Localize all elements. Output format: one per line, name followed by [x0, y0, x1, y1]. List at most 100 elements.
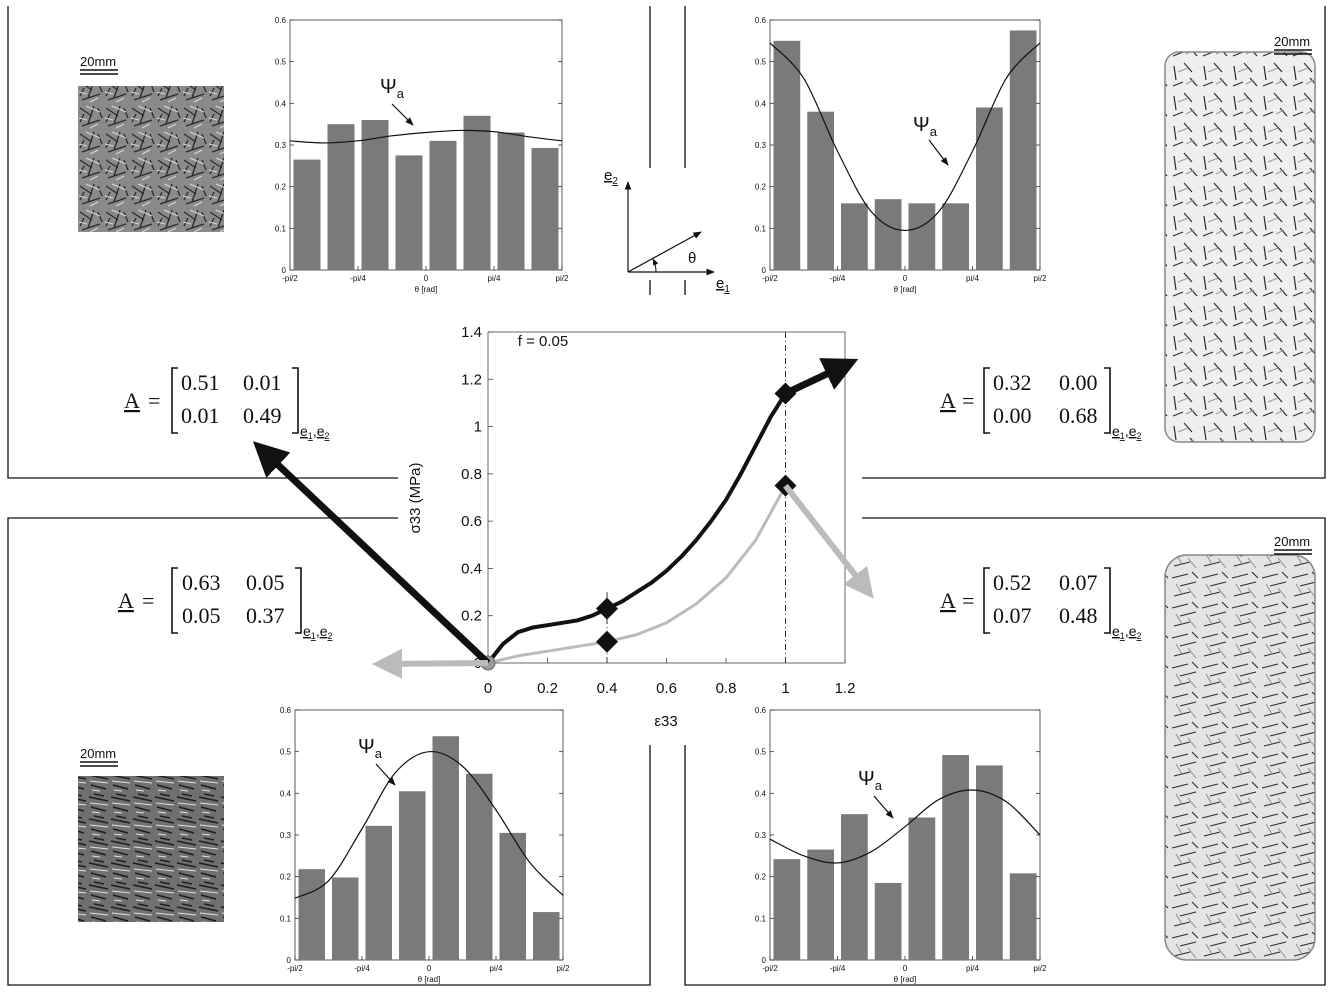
hist-bar: [332, 877, 359, 960]
hist-ytick-label: 0.3: [755, 141, 767, 150]
e2-label: e2: [604, 167, 618, 187]
series-lower: [487, 484, 787, 665]
hist-bar: [533, 912, 560, 960]
hist-bar: [908, 817, 936, 960]
svg-text:0.32: 0.32: [993, 370, 1032, 395]
hist-xtick-label: pi/4: [966, 964, 979, 973]
hist-bar: [908, 203, 936, 270]
stress-strain-chart: 00.20.40.60.811.200.20.40.60.811.21.4f =…: [252, 324, 874, 730]
hist-bar: [976, 765, 1003, 960]
svg-text:Ψa: Ψa: [358, 736, 383, 761]
hist-bar: [773, 40, 801, 271]
hist-xlabel: θ [rad]: [894, 975, 917, 984]
hist-xlabel: θ [rad]: [894, 285, 917, 294]
main-xtick-label: 0.6: [656, 680, 677, 697]
svg-text:0.01: 0.01: [243, 370, 282, 395]
main-ytick-label: 1.4: [461, 324, 482, 341]
sample-photo-top-left: [78, 86, 224, 232]
hist-ytick-label: 0.1: [275, 224, 287, 233]
hist-ytick-label: 0.2: [275, 183, 287, 192]
hist-bar: [942, 203, 969, 270]
hist-bar: [429, 140, 457, 270]
svg-text:0.07: 0.07: [993, 603, 1032, 628]
svg-text:A: A: [124, 388, 140, 413]
psi-pointer: [391, 103, 414, 126]
hist-ytick-label: 0.1: [755, 914, 767, 923]
svg-text:Ψa: Ψa: [380, 76, 405, 101]
svg-text:=: =: [148, 388, 160, 413]
hist-xtick-label: pi/2: [1034, 274, 1047, 283]
svg-text:A: A: [940, 588, 956, 613]
hist-ytick-label: 0.5: [275, 58, 287, 67]
orientation-tensors: A = 0.51 0.01 0.01 0.49 e1,e2 A = 0.32 0…: [118, 367, 1142, 641]
hist-ytick-label: 0.6: [755, 706, 767, 715]
hist-ytick-label: 0.5: [755, 748, 767, 757]
hist-ytick-label: 0.3: [275, 141, 287, 150]
orientation-fit-curve: [294, 750, 564, 899]
hist-ytick-label: 0.5: [280, 748, 292, 757]
histogram-bottom-left: 0 0.1 0.2 0.3 0.4 0.5 0.6 -pi/2 -pi/4 0 pi/4 pi/2 θ …: [280, 706, 570, 984]
psi-pointer: [873, 795, 894, 819]
main-ytick-label: 0.6: [461, 513, 482, 530]
hist-ytick-label: 0.2: [280, 873, 292, 882]
theta-arc: [652, 258, 659, 273]
tensor-top-right: A = 0.32 0.00 0.00 0.68 e1,e2: [940, 367, 1142, 441]
hist-bar: [942, 755, 969, 960]
main-ytick-label: 1: [474, 419, 482, 436]
scale-bar-top-left: 20mm: [80, 54, 118, 75]
hist-xtick-label: pi/2: [556, 274, 569, 283]
svg-text:=: =: [962, 388, 974, 413]
svg-text:0.01: 0.01: [181, 403, 220, 428]
hist-xtick-label: pi/4: [488, 274, 501, 283]
svg-text:0.00: 0.00: [1059, 370, 1098, 395]
svg-text:20mm: 20mm: [80, 746, 116, 761]
hist-xtick-label: -pi/2: [762, 274, 778, 283]
sample-photo-bottom-left: [78, 776, 224, 922]
hist-bar: [1009, 873, 1037, 960]
hist-ytick-label: 0.6: [755, 16, 767, 25]
frame-bottom-right: [684, 517, 1326, 986]
svg-text:0.48: 0.48: [1059, 603, 1098, 628]
state-marker: [596, 597, 618, 620]
hist-ytick-label: 0.4: [755, 99, 767, 108]
svg-text:0.63: 0.63: [182, 570, 221, 595]
svg-text:0.05: 0.05: [182, 603, 221, 628]
hist-bar: [399, 791, 426, 960]
main-xlabel: ε33: [654, 713, 677, 730]
hist-bar: [841, 814, 868, 960]
arrow-to-top-left: [252, 441, 491, 666]
scale-bar-top-right: 20mm: [1274, 34, 1312, 55]
panel-frames: [7, 6, 1326, 986]
main-xtick-label: 1: [781, 680, 789, 697]
svg-text:Ψa: Ψa: [858, 768, 883, 793]
hist-ytick-label: 0: [282, 266, 287, 275]
svg-text:e1,e2: e1,e2: [300, 423, 330, 441]
hist-xtick-label: -pi/4: [354, 964, 370, 973]
hist-xtick-label: 0: [903, 274, 908, 283]
svg-text:20mm: 20mm: [1274, 34, 1310, 49]
hist-ytick-label: 0.4: [280, 789, 292, 798]
svg-text:20mm: 20mm: [80, 54, 116, 69]
main-ytick-label: 0.8: [461, 466, 482, 483]
psi-label: Ψa: [380, 76, 414, 126]
hist-bar: [499, 832, 526, 960]
hist-bar: [466, 773, 493, 960]
state-marker: [596, 630, 618, 653]
hist-bar: [395, 155, 423, 270]
svg-text:0.52: 0.52: [993, 570, 1032, 595]
arrow-to-top-right: [784, 358, 859, 397]
orientation-fit-curve: [769, 789, 1041, 864]
main-xtick-label: 0.2: [537, 680, 558, 697]
svg-text:0.51: 0.51: [181, 370, 220, 395]
hist-bar: [531, 147, 559, 270]
arrow-to-bottom-right: [783, 483, 874, 599]
hist-ytick-label: 0.6: [275, 16, 287, 25]
svg-text:20mm: 20mm: [1274, 534, 1310, 549]
main-ylabel: σ33 (MPa): [407, 463, 424, 534]
hist-ytick-label: 0.2: [755, 873, 767, 882]
hist-ytick-label: 0.3: [755, 831, 767, 840]
svg-text:0.07: 0.07: [1059, 570, 1098, 595]
psi-label: Ψa: [858, 768, 894, 819]
svg-text:A: A: [118, 588, 134, 613]
